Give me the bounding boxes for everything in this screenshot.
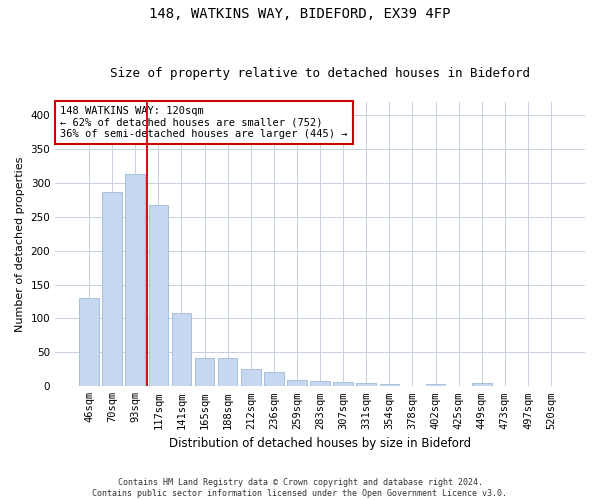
- Bar: [426, 384, 445, 386]
- Bar: [103, 192, 122, 386]
- Bar: [472, 383, 491, 386]
- Bar: [125, 174, 145, 386]
- Bar: [356, 383, 376, 386]
- Bar: [195, 358, 214, 386]
- Bar: [334, 382, 353, 386]
- Bar: [218, 358, 238, 386]
- Bar: [264, 372, 284, 386]
- Text: 148, WATKINS WAY, BIDEFORD, EX39 4FP: 148, WATKINS WAY, BIDEFORD, EX39 4FP: [149, 8, 451, 22]
- Bar: [149, 204, 168, 386]
- Bar: [241, 370, 260, 386]
- Bar: [310, 381, 330, 386]
- Y-axis label: Number of detached properties: Number of detached properties: [15, 156, 25, 332]
- Title: Size of property relative to detached houses in Bideford: Size of property relative to detached ho…: [110, 66, 530, 80]
- Bar: [380, 384, 399, 386]
- Bar: [79, 298, 99, 386]
- X-axis label: Distribution of detached houses by size in Bideford: Distribution of detached houses by size …: [169, 437, 471, 450]
- Bar: [287, 380, 307, 386]
- Text: 148 WATKINS WAY: 120sqm
← 62% of detached houses are smaller (752)
36% of semi-d: 148 WATKINS WAY: 120sqm ← 62% of detache…: [61, 106, 348, 139]
- Text: Contains HM Land Registry data © Crown copyright and database right 2024.
Contai: Contains HM Land Registry data © Crown c…: [92, 478, 508, 498]
- Bar: [172, 313, 191, 386]
